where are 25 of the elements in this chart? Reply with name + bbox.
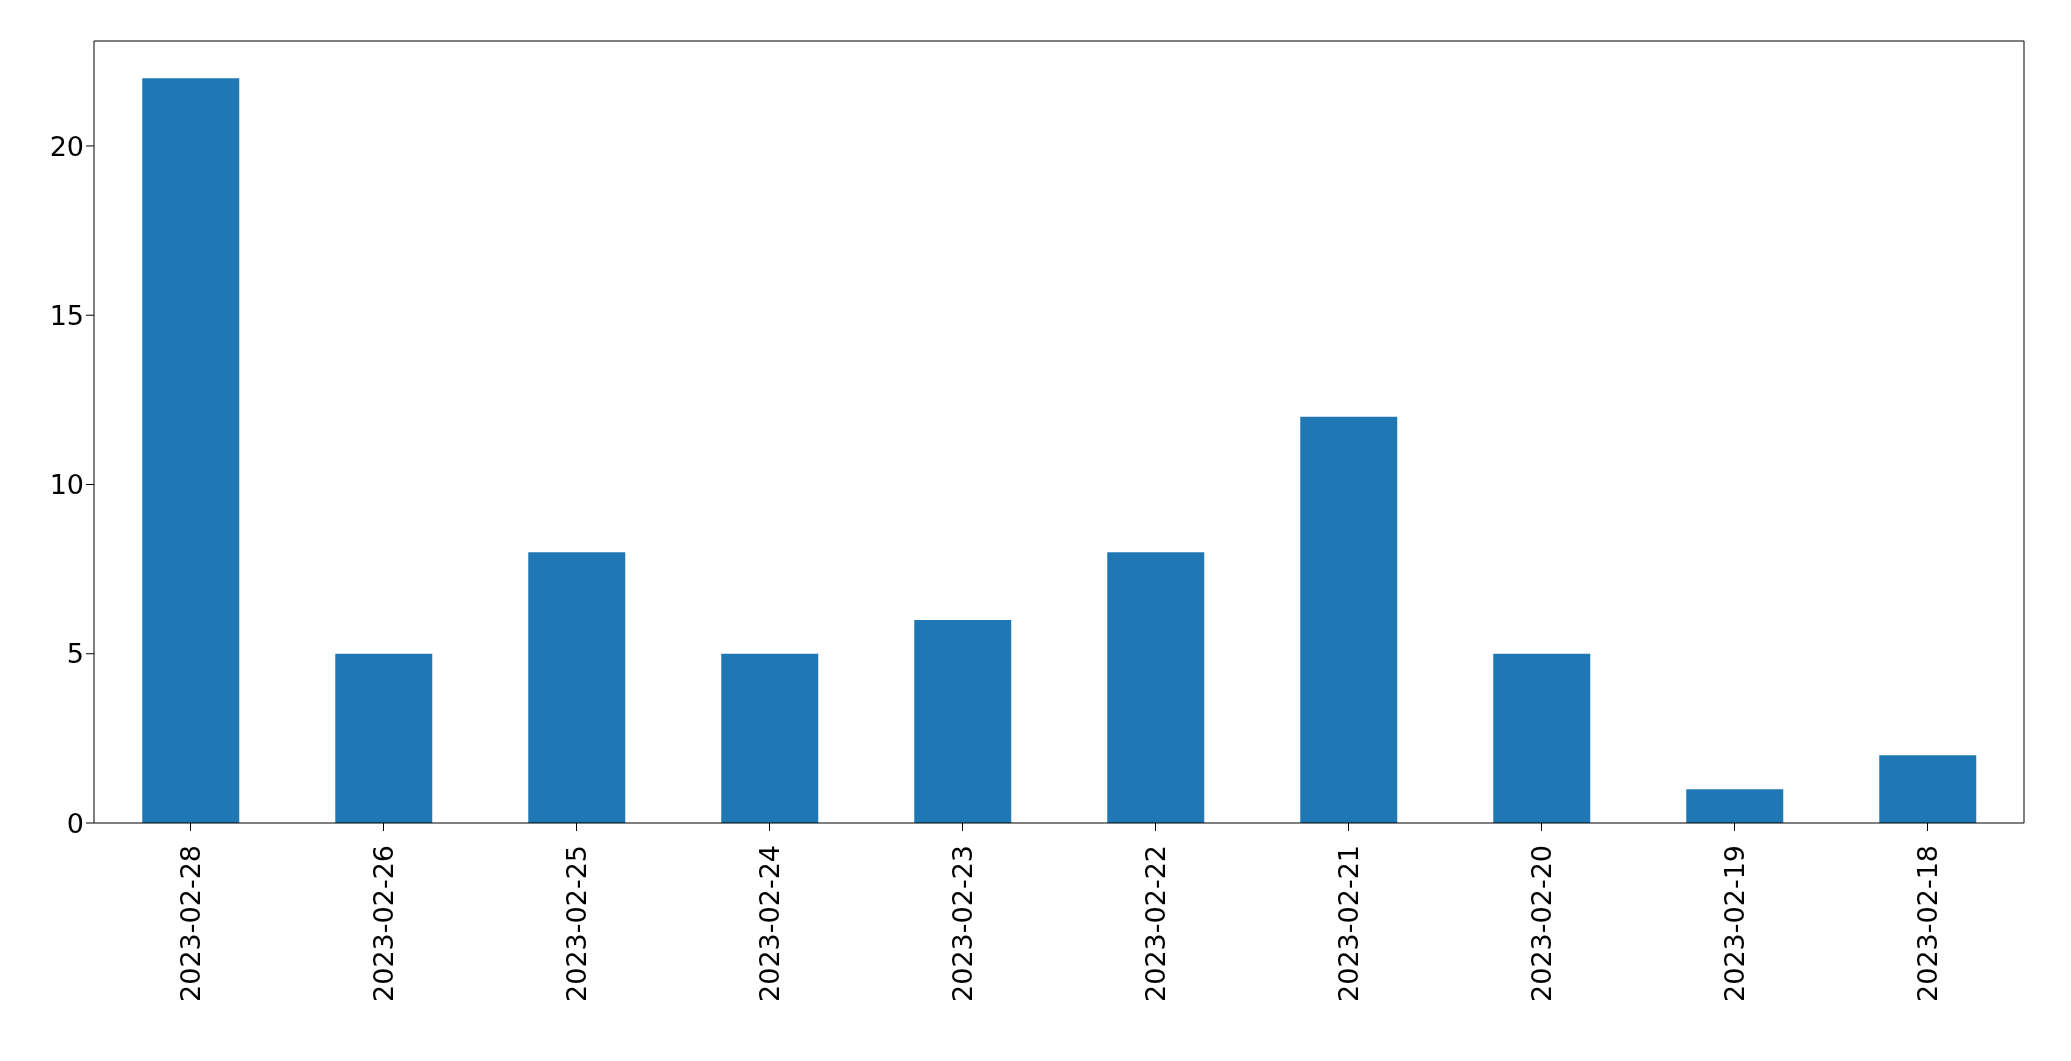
y-tick-label: 10	[49, 469, 84, 501]
bar	[142, 78, 240, 823]
y-tick-label: 20	[49, 130, 84, 162]
bar	[528, 552, 626, 823]
bar	[914, 619, 1012, 823]
x-tick-label: 2023-02-21	[1333, 845, 1364, 1002]
x-tick-label: 2023-02-24	[754, 845, 785, 1002]
x-tick-label: 2023-02-20	[1526, 845, 1557, 1002]
x-tick-label: 2023-02-25	[561, 845, 592, 1002]
bar	[335, 653, 433, 823]
x-tick-label: 2023-02-23	[947, 845, 978, 1002]
x-tick-label: 2023-02-22	[1140, 845, 1171, 1002]
x-tick-label: 2023-02-18	[1912, 845, 1943, 1002]
y-tick-label: 15	[49, 299, 84, 331]
x-tick-label: 2023-02-28	[175, 845, 206, 1002]
bar	[1493, 653, 1591, 823]
bar	[721, 653, 819, 823]
y-tick-label: 5	[66, 638, 84, 670]
y-tick-label: 0	[66, 807, 84, 839]
bar	[1300, 416, 1398, 823]
bar	[1686, 789, 1784, 823]
bar	[1107, 552, 1205, 823]
bar	[1879, 755, 1977, 823]
x-tick-label: 2023-02-19	[1719, 845, 1750, 1002]
x-tick-label: 2023-02-26	[368, 845, 399, 1002]
